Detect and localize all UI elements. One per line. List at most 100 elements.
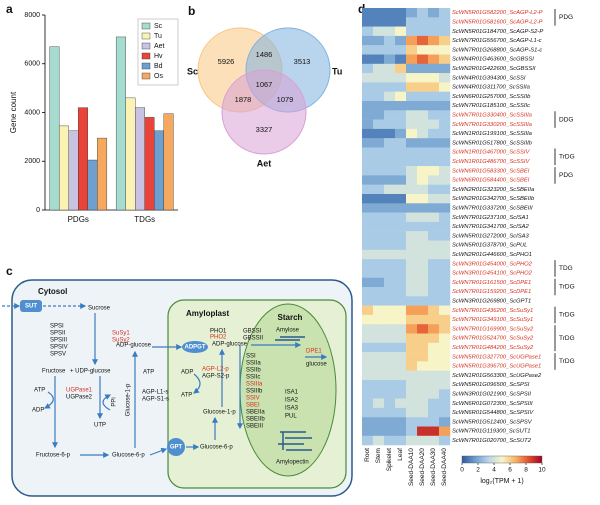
heat-cell (439, 370, 451, 381)
heat-cell (406, 380, 418, 390)
heat-cell (362, 324, 374, 334)
label: SUT (25, 304, 37, 310)
bar (154, 130, 165, 211)
set-label: Sc (187, 66, 198, 76)
heat-cell (395, 221, 407, 232)
heat-cell (395, 296, 407, 306)
heat-cell (362, 166, 374, 176)
row-label: ScWN5R01G517800_ScSSIIIb (452, 140, 533, 146)
heat-cell (417, 277, 429, 288)
heat-cell (373, 26, 385, 37)
bar (125, 97, 136, 211)
heat-cell (362, 26, 374, 37)
label: GBSSI (243, 329, 262, 335)
heat-cell (384, 314, 396, 325)
heat-cell (428, 277, 440, 288)
legend-label: Os (154, 73, 163, 80)
heat-cell (417, 82, 429, 92)
heat-cell (406, 305, 418, 316)
heat-cell (417, 110, 429, 120)
gpt-shape (167, 438, 185, 456)
arrow (102, 394, 112, 411)
heat-cell (428, 175, 440, 185)
row-label: ScWN7R01G349100_ScSuSy1 (452, 317, 533, 323)
label: Amylose (276, 328, 300, 334)
legend-swatch (141, 32, 151, 40)
heat-cell (417, 426, 429, 436)
heat-cell (362, 82, 374, 92)
colorbar-tick-label: 4 (492, 467, 496, 474)
heat-cell (417, 333, 429, 343)
row-label: ScWN4R01G311700_ScSSIIa (452, 85, 531, 91)
row-label: ScWN7R01G341700_ScISA2 (452, 224, 529, 230)
heat-cell (362, 175, 374, 185)
heat-cell (439, 54, 451, 64)
heat-cell (417, 35, 429, 46)
heat-cell (417, 175, 429, 185)
heat-cell (406, 35, 418, 46)
heat-cell (428, 35, 440, 46)
heat-cell (395, 101, 407, 111)
heat-cell (362, 221, 374, 232)
row-label: ScWN6R01G257000_ScSSIIb (452, 94, 531, 100)
heat-cell (384, 156, 396, 167)
label: DPE1 (306, 349, 322, 355)
row-label: ScWN6R01G584400_ScSBEI (452, 178, 530, 184)
region-count: 1079 (277, 95, 294, 104)
heat-cell (384, 147, 396, 157)
heat-cell (428, 314, 440, 325)
heat-cell (395, 314, 407, 325)
amylopectin-glyph (278, 431, 312, 451)
label: ATP (34, 388, 45, 394)
row-label: ScWN3R01G269800_ScGPT1 (452, 298, 531, 304)
heat-cell (428, 166, 440, 176)
heat-cell (395, 147, 407, 157)
row-label: ScWN2R01G446600_ScPHO1 (452, 252, 532, 258)
row-label: ScWN5R01G582200_ScAGP-L2-P (452, 10, 543, 16)
label: SSI (246, 354, 256, 360)
label: SSIIa (246, 361, 261, 367)
label: ADP-glucose (212, 342, 248, 348)
heat-cell (417, 305, 429, 316)
heat-cell (373, 128, 385, 139)
column-label: Root (364, 448, 371, 462)
heat-cell (406, 212, 418, 223)
row-label: ScWN5R01G512400_ScSPSV (452, 419, 533, 425)
colorbar-tick-label: 10 (538, 467, 546, 474)
heat-cell (362, 35, 374, 46)
panel-c: c Cytosol SUT Sucrose SuSy1 SuSy2 SPSI S… (2, 264, 353, 497)
heat-cell (428, 128, 440, 139)
heat-cell (362, 259, 374, 269)
heat-cell (395, 26, 407, 37)
heat-cell (439, 277, 451, 288)
colorbar-tick-label: 8 (524, 467, 528, 474)
heat-cell (395, 287, 407, 297)
label: Glucose-6-p (200, 445, 233, 451)
heat-cell (439, 398, 451, 409)
heat-cell (362, 370, 374, 381)
heat-cell (406, 194, 418, 204)
heat-cell (395, 259, 407, 269)
heat-cell (417, 314, 429, 325)
heat-cell (439, 212, 451, 223)
heat-cell (384, 380, 396, 390)
heat-cell (439, 324, 451, 334)
label: PHO1 (210, 329, 227, 335)
heat-cell (384, 249, 396, 260)
heat-cell (384, 361, 396, 371)
heat-cell (362, 314, 374, 325)
heat-cell (428, 352, 440, 362)
heat-cell (428, 63, 440, 74)
heat-cell (406, 184, 418, 195)
label: SBEIIa (246, 410, 265, 416)
heat-cell (384, 101, 396, 111)
row-label: ScWN7R01G161500_ScDPE1 (452, 280, 531, 286)
heat-cell (384, 91, 396, 102)
heat-cell (428, 101, 440, 111)
heat-cell (417, 407, 429, 418)
label: ADP (181, 370, 193, 376)
row-label: ScWN7R01G020700_ScSUT2 (452, 438, 532, 444)
heat-cell (395, 370, 407, 381)
heat-cell (428, 119, 440, 130)
row-label: ScWN1R01G199100_ScSSIIIa (452, 131, 533, 137)
